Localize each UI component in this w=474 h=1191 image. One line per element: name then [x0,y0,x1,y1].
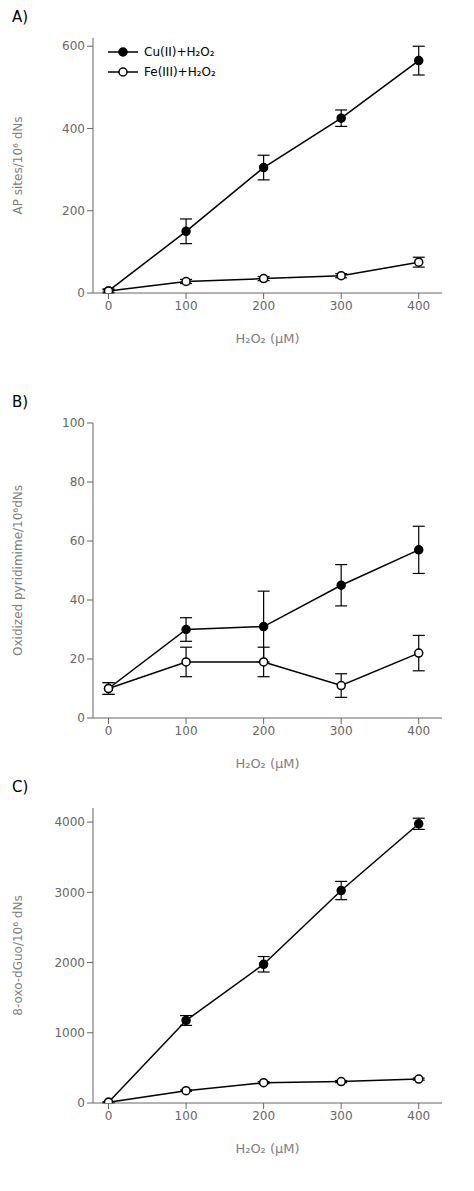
svg-text:4000: 4000 [54,815,85,829]
svg-text:1000: 1000 [54,1026,85,1040]
svg-text:200: 200 [252,299,275,313]
svg-text:0: 0 [77,286,85,300]
svg-text:200: 200 [252,724,275,738]
svg-text:400: 400 [407,724,430,738]
svg-text:300: 300 [330,724,353,738]
svg-text:0: 0 [77,711,85,725]
svg-text:100: 100 [175,299,198,313]
svg-text:60: 60 [70,534,85,548]
svg-text:400: 400 [407,299,430,313]
svg-text:400: 400 [62,122,85,136]
svg-text:0: 0 [105,1109,113,1123]
svg-text:H₂O₂ (μM): H₂O₂ (μM) [235,331,299,346]
svg-text:200: 200 [252,1109,275,1123]
svg-text:100: 100 [62,416,85,430]
svg-text:100: 100 [175,1109,198,1123]
svg-text:300: 300 [330,299,353,313]
html-text:A): A) [12,8,29,26]
svg-text:2000: 2000 [54,956,85,970]
svg-text:100: 100 [175,724,198,738]
svg-text:80: 80 [70,475,85,489]
svg-text:8-oxo-dGuo/10⁶ dNs: 8-oxo-dGuo/10⁶ dNs [11,895,25,1015]
svg-text:H₂O₂ (μM): H₂O₂ (μM) [235,1141,299,1156]
svg-text:200: 200 [62,204,85,218]
html-text:B): B) [12,393,29,411]
svg-text:400: 400 [407,1109,430,1123]
svg-text:3000: 3000 [54,886,85,900]
svg-text:H₂O₂ (μM): H₂O₂ (μM) [235,756,299,771]
svg-text:600: 600 [62,39,85,53]
svg-text:40: 40 [70,593,85,607]
svg-text:0: 0 [105,299,113,313]
html-text:Fe(III)+H₂O₂: Fe(III)+H₂O₂ [144,65,216,79]
svg-text:0: 0 [105,724,113,738]
svg-text:20: 20 [70,652,85,666]
svg-text:300: 300 [330,1109,353,1123]
html-text:C): C) [12,778,29,796]
svg-text:AP sites/10⁶ dNs: AP sites/10⁶ dNs [11,117,25,215]
svg-text:0: 0 [77,1096,85,1110]
html-text:Cu(II)+H₂O₂: Cu(II)+H₂O₂ [144,45,215,59]
svg-text:Oxidized pyridimime/10⁶dNs: Oxidized pyridimime/10⁶dNs [11,485,25,656]
